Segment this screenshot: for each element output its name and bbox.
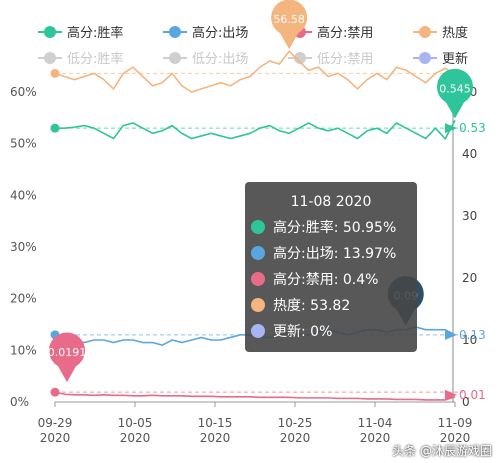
x-tick-label: 09-29 xyxy=(38,416,73,430)
x-tick-label: 10-15 xyxy=(198,416,233,430)
tooltip-row: 高分:出场: 13.97% xyxy=(273,245,396,262)
tooltip-dot xyxy=(251,246,265,260)
y-tick-left: 40% xyxy=(10,188,37,202)
heat-max-pin: 56.58 xyxy=(271,0,308,50)
pin-shape xyxy=(271,0,308,50)
tooltip-dot xyxy=(251,324,265,338)
winrate-end: 0.53 xyxy=(445,121,486,135)
ban-max-pin: 0.0191 xyxy=(48,332,87,383)
y-tick-left: 0% xyxy=(10,395,29,409)
legend-label: 更新 xyxy=(442,51,468,67)
x-tick-year: 2020 xyxy=(440,431,471,445)
legend-item-4: 低分:胜率 xyxy=(38,51,123,67)
legend-label: 低分:禁用 xyxy=(317,52,373,67)
tooltip-dot xyxy=(251,272,265,286)
pin-shape xyxy=(437,68,474,119)
pin-label: 0.545 xyxy=(439,82,471,95)
legend-label: 高分:禁用 xyxy=(317,25,373,41)
y-tick-left: 10% xyxy=(10,343,37,357)
series-line xyxy=(54,49,456,93)
y-tick-right: 20 xyxy=(462,271,477,285)
legend-item-3: 热度 xyxy=(413,25,468,41)
series-start-point xyxy=(50,123,60,133)
pick-end: 0.13 xyxy=(445,328,486,342)
end-value: 0.01 xyxy=(459,388,486,402)
end-arrow xyxy=(445,123,457,134)
x-tick-label: 10-05 xyxy=(118,416,153,430)
x-tick-year: 2020 xyxy=(200,431,231,445)
y-tick-right: 0 xyxy=(462,395,470,409)
x-tick-label: 11-09 xyxy=(438,416,473,430)
legend-dot xyxy=(419,26,431,38)
end-value: 0.53 xyxy=(459,121,486,135)
legend-item-1: 高分:出场 xyxy=(163,25,248,41)
pin-shape xyxy=(48,332,85,383)
x-tick-year: 2020 xyxy=(360,431,391,445)
y-tick-right: 30 xyxy=(462,209,477,223)
y-tick-right: 40 xyxy=(462,147,477,161)
legend-label: 低分:胜率 xyxy=(67,51,123,67)
legend-dot xyxy=(294,52,306,64)
pin-label: 56.58 xyxy=(273,13,305,26)
legend-item-5: 低分:出场 xyxy=(163,52,248,67)
end-arrow xyxy=(445,329,457,340)
legend-item-7: 更新 xyxy=(413,51,468,67)
tooltip: 11-08 2020 高分:胜率: 50.95% 高分:出场: 13.97% 高分:禁… xyxy=(245,182,417,352)
y-tick-left: 50% xyxy=(10,137,37,151)
end-value: 0.13 xyxy=(459,328,486,342)
legend-dot xyxy=(169,52,181,64)
legend-dot xyxy=(44,26,56,38)
x-tick-year: 2020 xyxy=(40,431,71,445)
tooltip-row: 高分:禁用: 0.4% xyxy=(273,271,378,288)
series-start-point xyxy=(50,387,60,397)
legend-item-6: 低分:禁用 xyxy=(288,52,373,67)
pin-label: 0.0191 xyxy=(48,346,87,359)
series-start-point xyxy=(50,68,60,78)
legend-dot xyxy=(419,52,431,64)
axes: 0%10%20%30%40%50%60%0102030405009-292020… xyxy=(10,85,477,445)
y-tick-left: 30% xyxy=(10,240,37,254)
tooltip-box xyxy=(245,182,417,352)
x-tick-year: 2020 xyxy=(120,431,151,445)
tooltip-row: 高分:胜率: 50.95% xyxy=(273,219,396,236)
legend-label: 高分:出场 xyxy=(192,25,248,41)
y-tick-left: 20% xyxy=(10,292,37,306)
tooltip-row: 热度: 53.82 xyxy=(273,298,350,314)
tooltip-dot xyxy=(251,298,265,312)
legend-label: 热度 xyxy=(442,25,468,41)
legend-item-0: 高分:胜率 xyxy=(38,25,123,41)
tooltip-row: 更新: 0% xyxy=(273,324,332,340)
tooltip-dot xyxy=(251,220,265,234)
series-line xyxy=(55,120,456,141)
legend-dot xyxy=(169,26,181,38)
winrate-max-pin: 0.545 xyxy=(437,68,474,119)
y-tick-right: 10 xyxy=(462,333,477,347)
legend-dot xyxy=(44,52,56,64)
y-tick-left: 60% xyxy=(10,85,37,99)
tooltip-title: 11-08 2020 xyxy=(291,194,372,210)
series-line xyxy=(54,391,456,401)
end-arrow xyxy=(445,389,457,400)
x-tick-label: 10-25 xyxy=(278,416,313,430)
watermark: 头条 @沐辰游戏圈 xyxy=(392,444,492,458)
legend-label: 低分:出场 xyxy=(192,52,248,67)
x-tick-label: 11-04 xyxy=(358,416,393,430)
x-tick-year: 2020 xyxy=(280,431,311,445)
legend-label: 高分:胜率 xyxy=(67,25,123,41)
ban-end: 0.01 xyxy=(445,388,486,402)
